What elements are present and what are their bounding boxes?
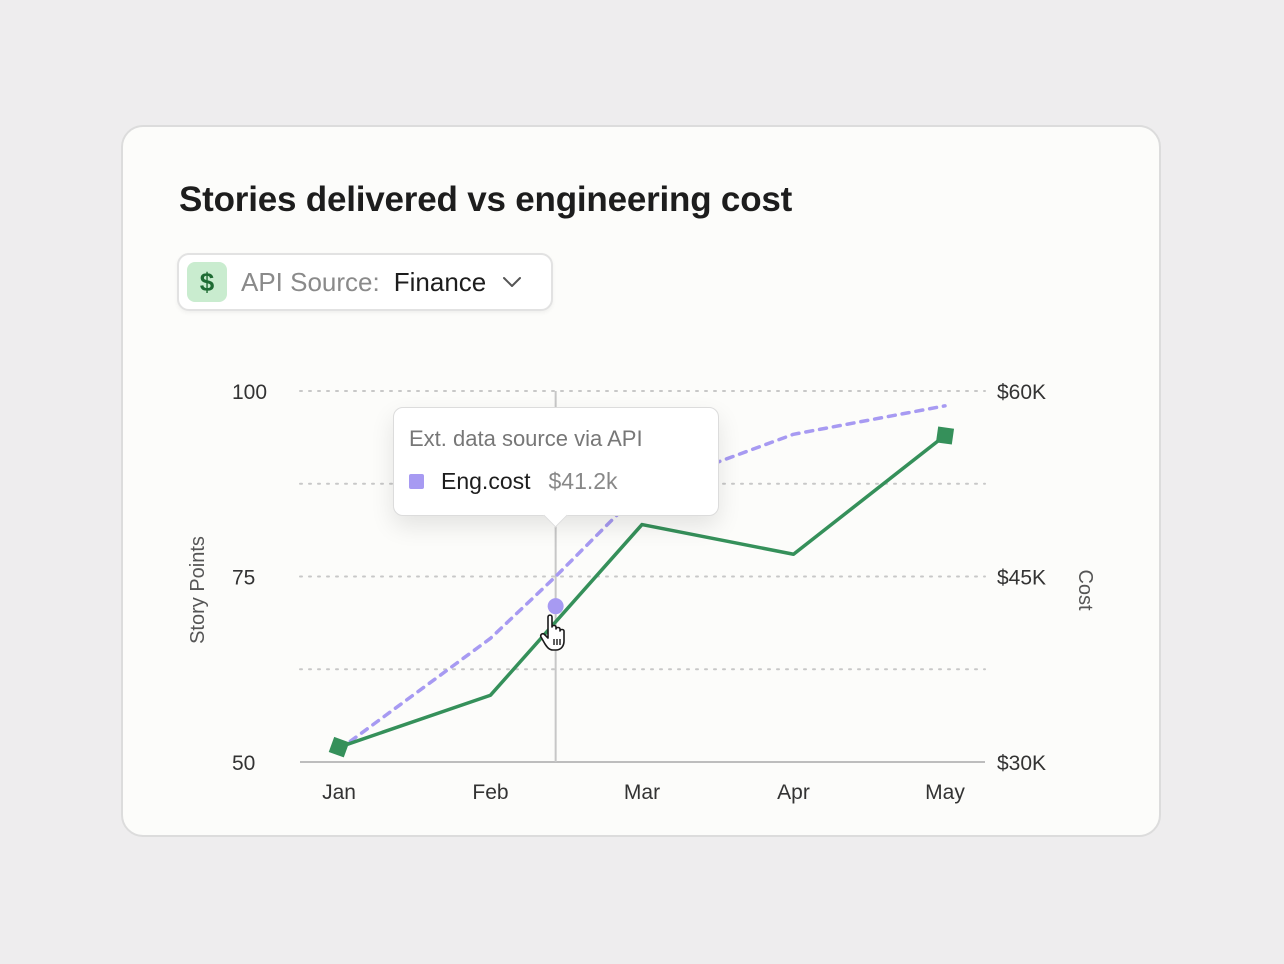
tooltip-row: Eng.cost $41.2k [409,468,618,495]
story-points-marker [328,736,350,758]
api-source-value: Finance [393,266,487,297]
chevron-down-icon [502,276,522,288]
chart-tooltip: Ext. data source via API Eng.cost $41.2k [393,407,719,528]
api-source-dropdown[interactable]: $ API Source: Finance [177,253,553,311]
x-tick-label: May [925,781,965,804]
tooltip-series-name: Eng.cost [441,468,531,494]
x-tick-label: Jan [322,781,356,804]
y-left-tick-label: 75 [232,567,255,590]
x-tick-label: Feb [472,781,508,804]
y-left-axis-title: Story Points [187,536,209,644]
eng-cost-swatch [409,474,424,489]
story-points-line [338,434,947,749]
hover-point[interactable] [547,598,564,615]
x-tick-label: Apr [777,781,810,804]
x-tick-label: Mar [624,781,660,804]
story-points-marker [935,426,955,445]
dollar-icon: $ [187,262,227,302]
y-left-tick-label: 100 [232,381,267,404]
y-right-tick-label: $45K [997,567,1046,590]
chart-title: Stories delivered vs engineering cost [179,180,793,219]
eng-cost-line [337,404,947,752]
tooltip-series-value: $41.2k [548,468,618,494]
y-right-tick-label: $60K [997,381,1046,404]
api-source-label: API Source: [241,266,380,297]
y-left-tick-label: 50 [232,752,255,775]
y-right-tick-label: $30K [997,752,1046,775]
y-right-axis-title: Cost [1074,569,1096,611]
tooltip-title: Ext. data source via API [409,426,643,451]
pointer-cursor-icon [539,614,565,651]
